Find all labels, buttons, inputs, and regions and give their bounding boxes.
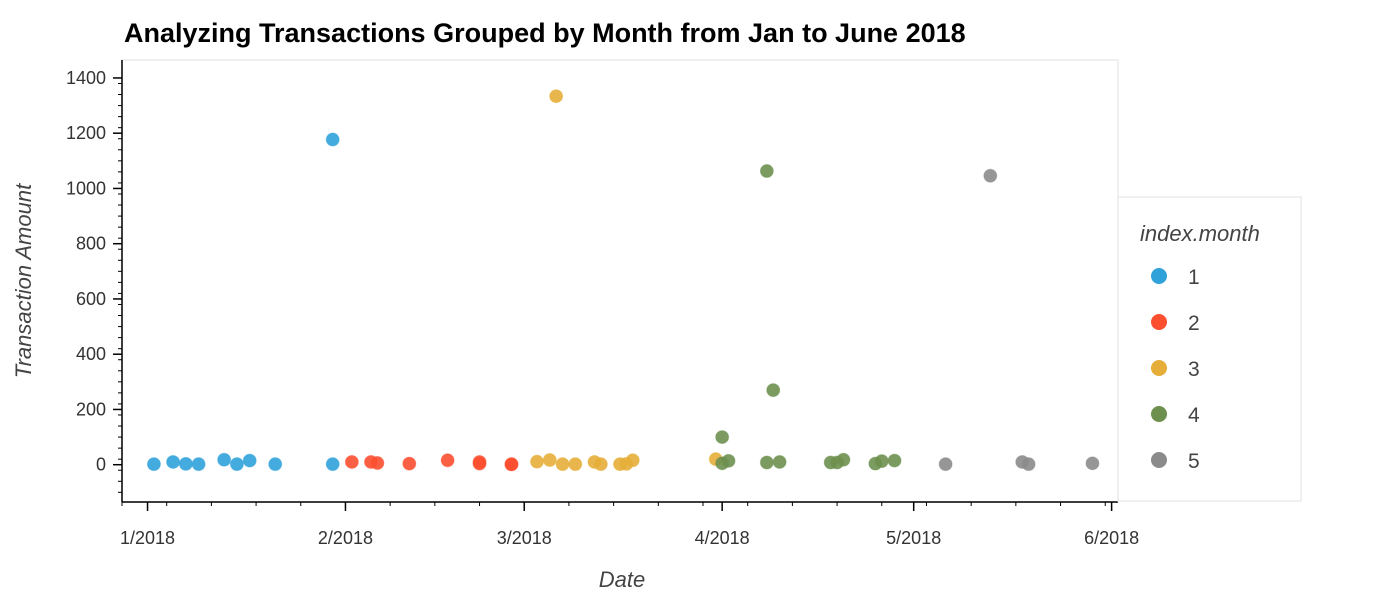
data-point-month-1[interactable] (242, 453, 257, 468)
data-point-month-3[interactable] (593, 457, 608, 472)
y-axis-label: Transaction Amount (11, 183, 36, 378)
legend-marker (1151, 406, 1167, 422)
data-point-month-4[interactable] (759, 455, 774, 470)
data-point-month-2[interactable] (472, 454, 487, 469)
data-point-month-1[interactable] (191, 457, 206, 472)
data-point-month-3[interactable] (530, 454, 544, 469)
legend-item-2[interactable]: 2 (1151, 312, 1200, 335)
data-point-month-1[interactable] (268, 457, 283, 472)
data-point-month-5[interactable] (1021, 457, 1036, 472)
legend-box (1117, 196, 1302, 502)
data-point-month-3[interactable] (568, 457, 583, 472)
y-tick-label: 400 (76, 344, 106, 364)
data-point-month-1[interactable] (325, 457, 340, 472)
y-tick-label: 1000 (66, 178, 106, 198)
data-point-month-4[interactable] (721, 453, 736, 468)
y-tick-label: 200 (76, 399, 106, 419)
data-point-month-2[interactable] (440, 453, 455, 468)
legend: index.month 1 2 3 4 5 (1117, 196, 1302, 502)
y-tick-label: 0 (96, 455, 106, 475)
data-point-month-4[interactable] (766, 383, 781, 398)
legend-label: 1 (1188, 266, 1200, 289)
x-tick-label: 3/2018 (497, 528, 552, 548)
data-point-month-4[interactable] (887, 453, 902, 468)
data-point-month-1[interactable] (229, 457, 244, 472)
x-tick-label: 5/2018 (886, 528, 941, 548)
data-point-month-4[interactable] (759, 164, 774, 179)
data-point-month-5[interactable] (983, 168, 998, 183)
data-point-month-3[interactable] (625, 453, 640, 468)
data-point-month-2[interactable] (504, 457, 519, 472)
data-point-month-1[interactable] (166, 454, 181, 469)
legend-title: index.month (1140, 221, 1260, 246)
legend-item-4[interactable]: 4 (1151, 404, 1200, 427)
legend-item-5[interactable]: 5 (1151, 450, 1200, 473)
legend-marker (1151, 268, 1167, 284)
data-point-month-1[interactable] (217, 452, 232, 467)
x-axis-label: Date (599, 567, 645, 592)
data-point-month-3[interactable] (555, 457, 570, 472)
y-tick-label: 1200 (66, 123, 106, 143)
data-point-month-4[interactable] (836, 452, 851, 467)
data-point-month-1[interactable] (178, 456, 193, 471)
y-axis: 0 200 400 600 800 1000 1200 1400 (66, 60, 123, 502)
data-point-month-5[interactable] (1085, 456, 1100, 471)
data-point-month-2[interactable] (344, 454, 359, 469)
x-axis: 1/2018 2/2018 3/2018 4/2018 5/2018 6/2018 (120, 501, 1139, 548)
x-tick-label: 6/2018 (1084, 528, 1139, 548)
data-point-month-1[interactable] (325, 132, 340, 147)
legend-label: 5 (1188, 450, 1200, 473)
y-tick-label: 800 (76, 234, 106, 254)
chart-title: Analyzing Transactions Grouped by Month … (124, 18, 966, 48)
points-layer (146, 89, 1100, 472)
data-point-month-5[interactable] (938, 457, 953, 472)
legend-marker (1151, 452, 1167, 468)
x-tick-label: 2/2018 (318, 528, 373, 548)
legend-label: 3 (1188, 358, 1200, 381)
legend-item-1[interactable]: 1 (1151, 266, 1200, 289)
data-point-month-2[interactable] (370, 456, 385, 471)
y-tick-label: 1400 (66, 68, 106, 88)
data-point-month-2[interactable] (402, 456, 417, 471)
legend-label: 4 (1188, 404, 1200, 427)
legend-item-3[interactable]: 3 (1151, 358, 1200, 381)
data-point-month-3[interactable] (549, 89, 564, 104)
data-point-month-3[interactable] (542, 453, 557, 468)
data-point-month-4[interactable] (874, 454, 889, 469)
plot-area[interactable] (121, 59, 1119, 503)
legend-marker (1151, 314, 1167, 330)
data-point-month-4[interactable] (715, 430, 730, 445)
legend-label: 2 (1188, 312, 1200, 335)
data-point-month-4[interactable] (772, 454, 787, 469)
x-tick-label: 1/2018 (120, 528, 175, 548)
legend-marker (1151, 360, 1167, 376)
y-tick-label: 600 (76, 289, 106, 309)
data-point-month-1[interactable] (146, 457, 161, 472)
x-tick-label: 4/2018 (695, 528, 750, 548)
